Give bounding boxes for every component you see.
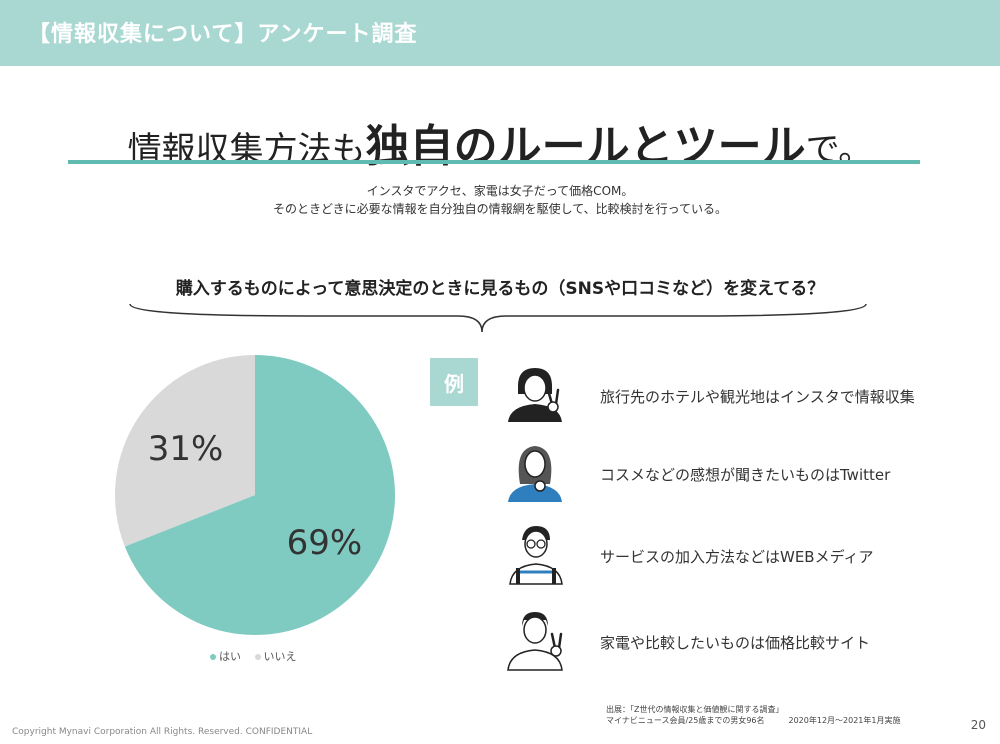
woman-peace-sign-icon bbox=[508, 368, 562, 422]
source-line-2: マイナビニュース会員/25歳までの男女96名 2020年12月～2021年1月実施 bbox=[606, 715, 901, 726]
pie-slice-no bbox=[115, 355, 256, 547]
legend-item-yes: はい bbox=[210, 650, 241, 663]
headline: 情報収集方法も独自のルールとツールで。 bbox=[0, 110, 1000, 174]
example-text-3: サービスの加入方法などはWEBメディア bbox=[600, 548, 874, 566]
survey-question: 購入するものによって意思決定のときに見るもの（SNSや口コミなど）を変えてる？ bbox=[175, 279, 825, 299]
headline-part2: で。 bbox=[805, 130, 873, 170]
legend-swatch-yes bbox=[210, 653, 216, 660]
source-note: 出展：「Z世代の情報収集と価値観に関する調査」 マイナビニュース会員/25歳まで… bbox=[606, 704, 901, 726]
man-peace-sign-icon bbox=[507, 612, 563, 671]
header-bar: 【情報収集について】アンケート調査 bbox=[0, 0, 1000, 66]
example-text-1: 旅行先のホテルや観光地はインスタで情報収集 bbox=[600, 388, 915, 406]
woman-long-hair-icon bbox=[508, 446, 562, 502]
example-item-3: サービスの加入方法などはWEBメディア bbox=[500, 522, 980, 592]
legend-item-no: いいえ bbox=[254, 650, 297, 663]
pie-chart: 69% 31% bbox=[115, 355, 395, 635]
pie-legend: はい いいえ bbox=[210, 648, 307, 664]
subtitle-line-2: そのときどきに必要な情報を自分独自の情報網を駆使して、比較検討を行っている。 bbox=[272, 202, 728, 216]
pie-slice-yes bbox=[124, 355, 395, 635]
source-line-1: 出展：「Z世代の情報収集と価値観に関する調査」 bbox=[606, 705, 784, 714]
legend-label-no: いいえ bbox=[263, 650, 297, 663]
source-date: 2020年12月～2021年1月実施 bbox=[788, 716, 901, 725]
copyright-footer: Copyright Mynavi Corporation All Rights.… bbox=[12, 727, 313, 737]
example-badge: 例 bbox=[430, 358, 478, 406]
pie-label-no: 31% bbox=[148, 429, 224, 469]
example-text-4: 家電や比較したいものは価格比較サイト bbox=[600, 634, 871, 652]
source-sample: マイナビニュース会員/25歳までの男女96名 bbox=[606, 716, 765, 725]
legend-swatch-no bbox=[254, 653, 261, 660]
pie-label-yes: 69% bbox=[287, 523, 363, 563]
man-glasses-icon bbox=[509, 526, 563, 585]
example-item-2: コスメなどの感想が聞きたいものはTwitter bbox=[500, 440, 980, 510]
header-title: 【情報収集について】アンケート調査 bbox=[28, 22, 418, 47]
example-text-2: コスメなどの感想が聞きたいものはTwitter bbox=[600, 466, 891, 484]
headline-emphasis: 独自のルールとツール bbox=[365, 121, 806, 172]
headline-part1: 情報収集方法も bbox=[127, 130, 366, 170]
example-item-1: 旅行先のホテルや観光地はインスタで情報収集 bbox=[500, 362, 980, 432]
brace-divider bbox=[129, 303, 867, 333]
page-number: 20 bbox=[970, 718, 986, 732]
legend-label-yes: はい bbox=[219, 650, 241, 663]
subtitle-line-1: インスタでアクセ、家電は女子だって価格COM。 bbox=[366, 184, 634, 198]
headline-underline bbox=[68, 160, 920, 164]
example-item-4: 家電や比較したいものは価格比較サイト bbox=[500, 608, 980, 678]
